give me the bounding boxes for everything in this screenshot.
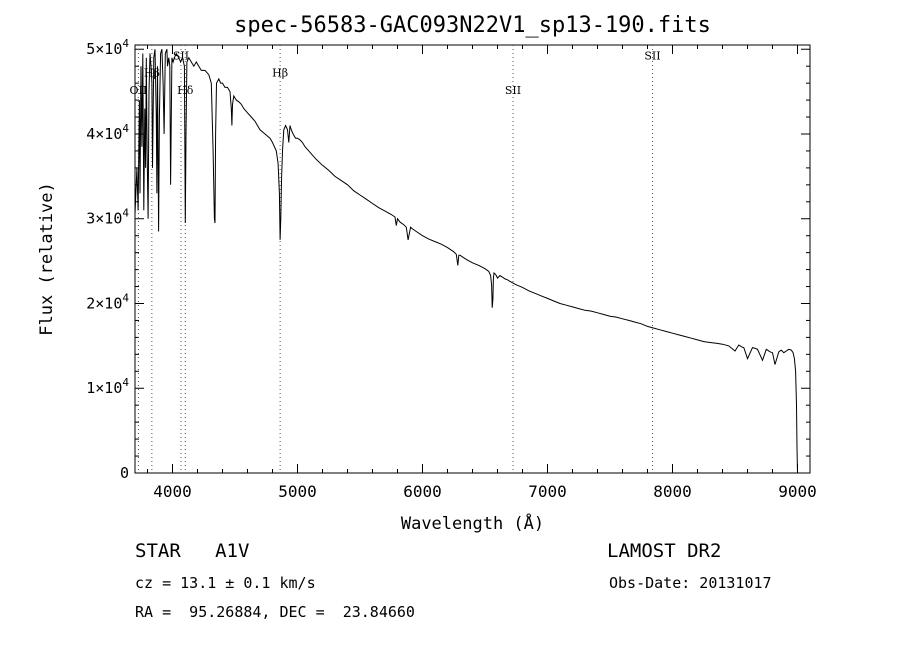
line-marker-label: OII (130, 84, 148, 97)
y-tick-label: 2×104 (86, 291, 129, 312)
x-tick-label: 5000 (278, 482, 317, 501)
y-tick-label: 5×104 (86, 37, 129, 58)
coordinates: RA = 95.26884, DEC = 23.84660 (135, 603, 415, 621)
y-axis-label: Flux (relative) (37, 182, 57, 336)
x-tick-label: 9000 (778, 482, 817, 501)
axes-layer (134, 44, 811, 474)
y-tick-label: 3×104 (86, 207, 129, 228)
redshift-line: cz = 13.1 ± 0.1 km/s (135, 574, 316, 592)
marks-layer (134, 45, 798, 474)
chart-title: spec-56583-GAC093N22V1_sp13-190.fits (234, 13, 711, 38)
x-tick-label: 7000 (528, 482, 567, 501)
line-marker-label: SII (505, 84, 521, 97)
label-layer: 4000 5000 6000 7000 8000 9000 0 1×104 2×104 3×104… (37, 13, 817, 534)
x-axis-label: Wavelength (Å) (401, 512, 544, 534)
line-marker-label: Hβ (272, 66, 288, 79)
survey-name: LAMOST DR2 (607, 540, 722, 562)
spectrum-line (134, 49, 798, 474)
object-class: STAR A1V (135, 540, 250, 562)
line-marker-label: SII (173, 49, 189, 62)
x-tick-label: 6000 (403, 482, 442, 501)
obs-date: Obs-Date: 20131017 (609, 574, 772, 592)
line-marker-label: Hδ (177, 84, 194, 97)
plot-frame (134, 44, 811, 474)
y-tick-label: 1×104 (86, 376, 129, 397)
line-marker-label: Hβ (144, 66, 160, 79)
y-tick-label: 0 (120, 464, 129, 482)
y-tick-label: 4×104 (86, 122, 129, 143)
x-tick-label: 8000 (653, 482, 692, 501)
line-marker-label: SII (644, 49, 660, 62)
x-tick-label: 4000 (153, 482, 192, 501)
